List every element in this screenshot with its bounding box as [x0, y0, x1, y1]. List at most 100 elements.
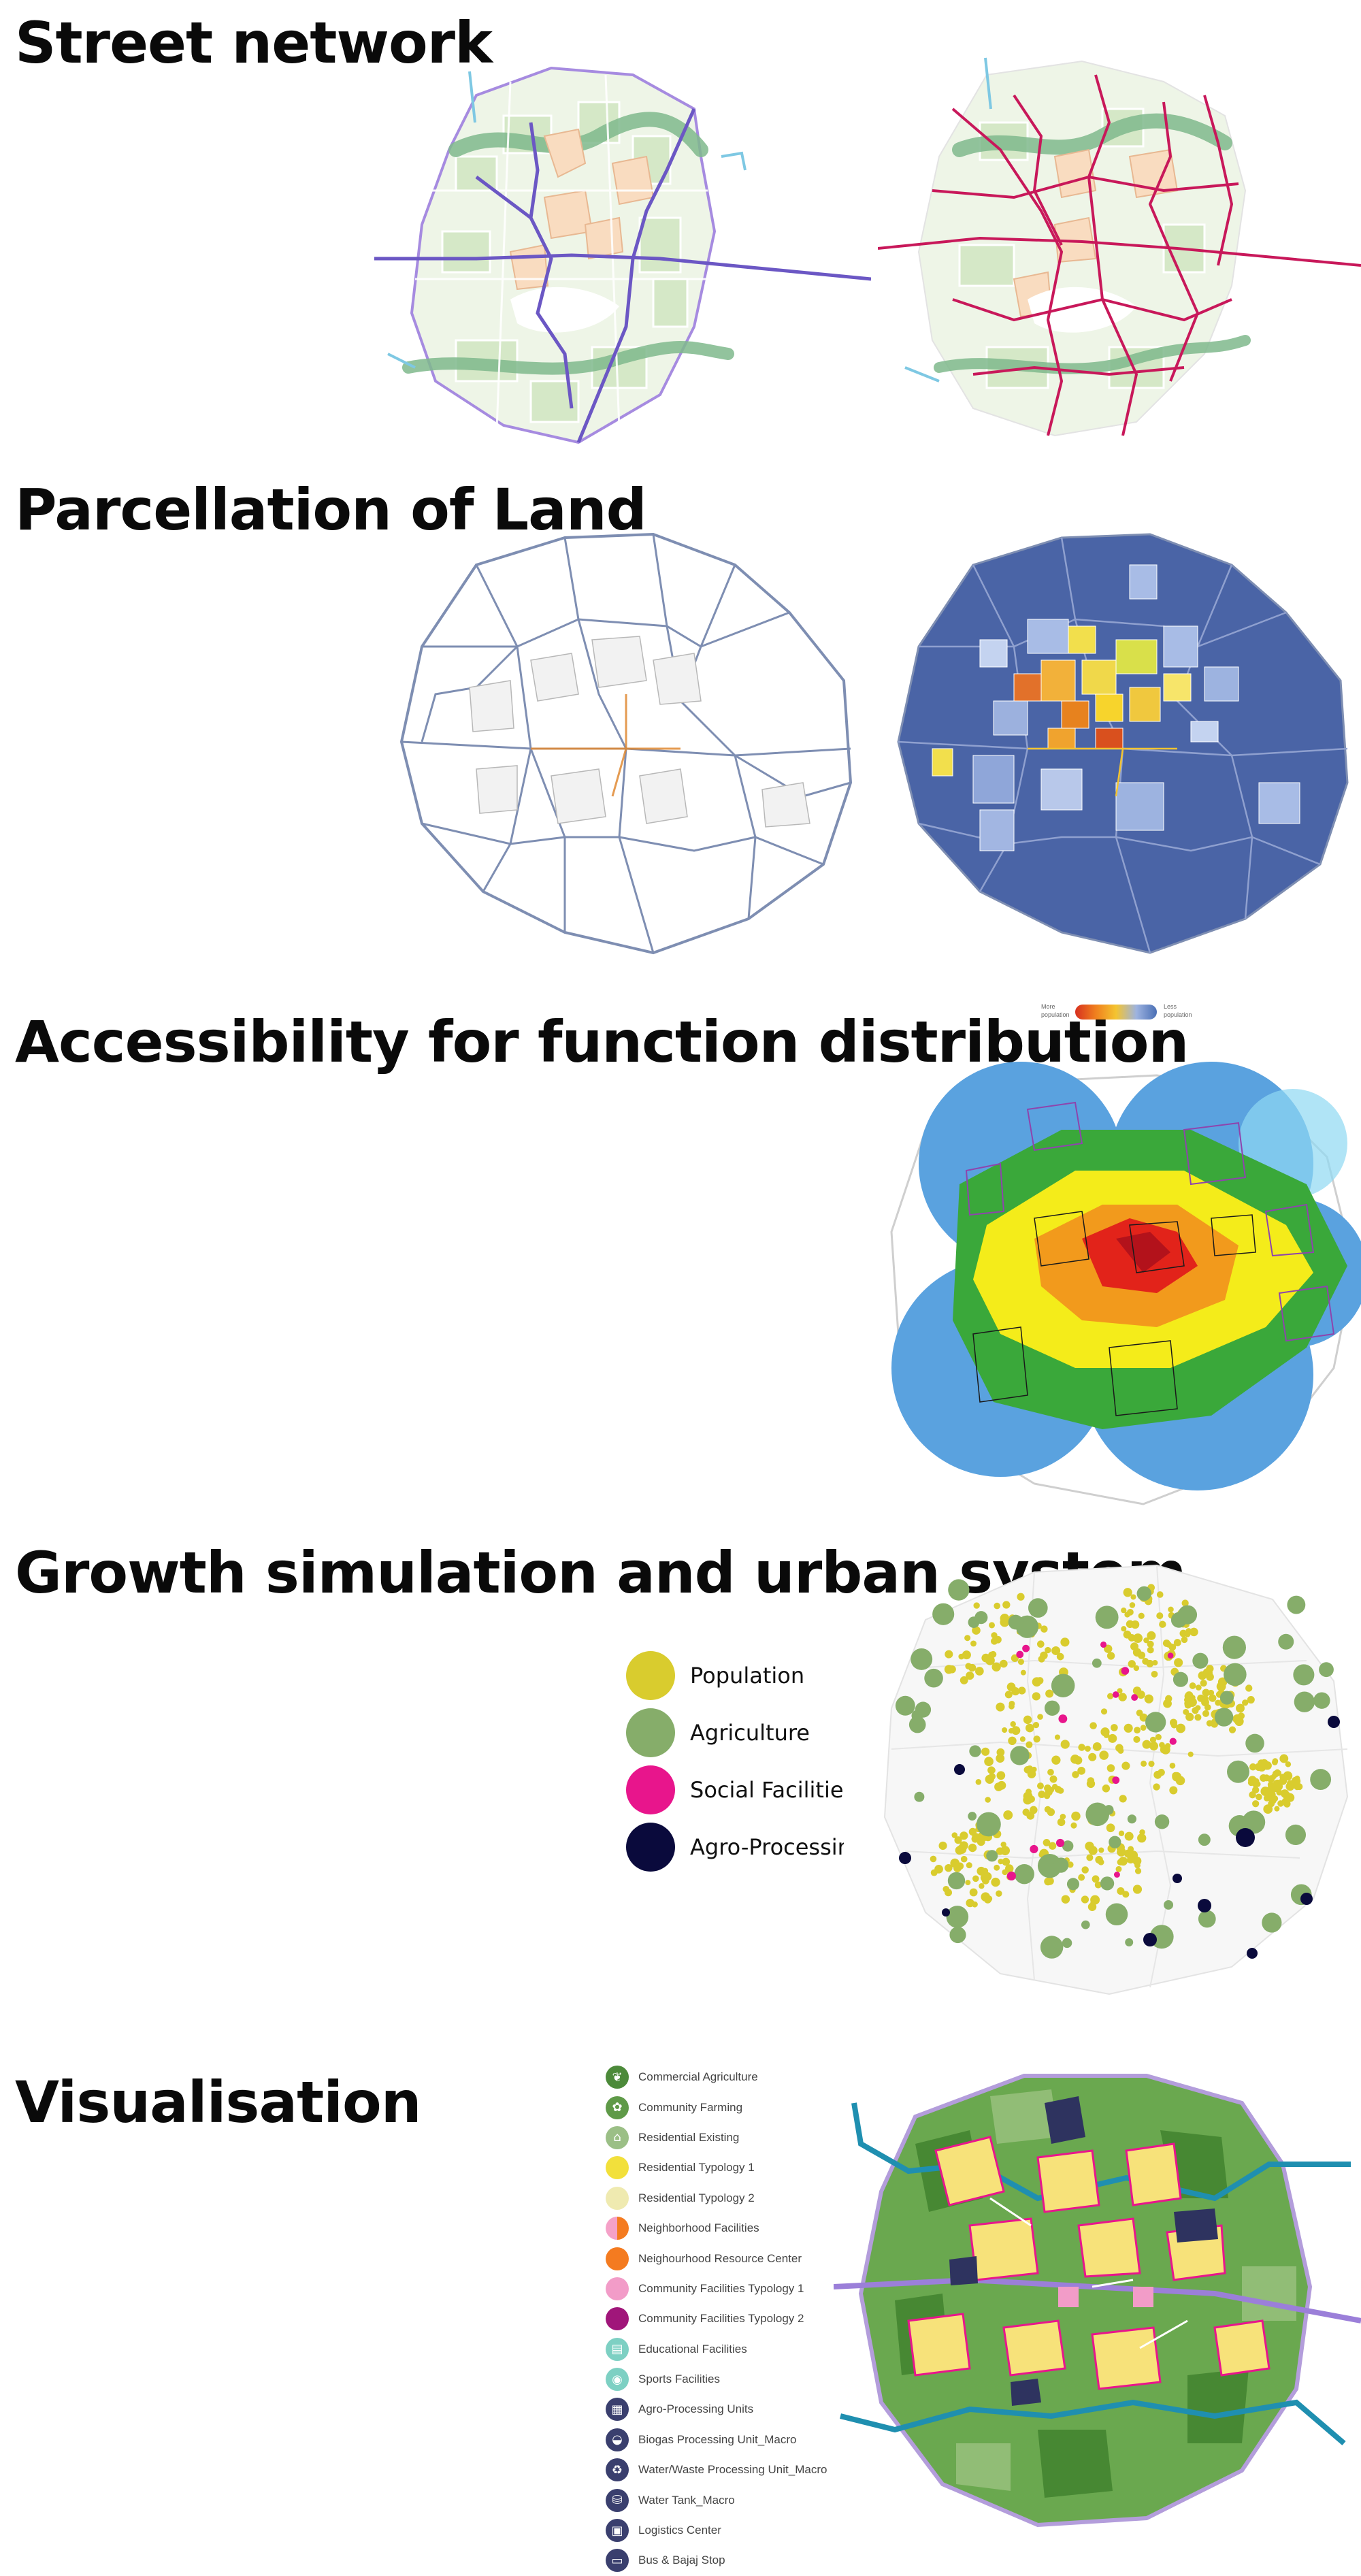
- population-marker: [1147, 1631, 1156, 1640]
- population-marker: [1189, 1682, 1196, 1689]
- population-marker: [1202, 1689, 1210, 1697]
- population-marker: [960, 1831, 968, 1840]
- population-marker: [1276, 1789, 1283, 1796]
- scale-less-label-2: population: [1164, 1011, 1192, 1018]
- population-marker: [1008, 1727, 1015, 1734]
- population-marker: [1209, 1694, 1217, 1702]
- agriculture-marker: [1294, 1691, 1315, 1712]
- social-facility-marker: [1022, 1644, 1030, 1652]
- agriculture-marker: [1145, 1712, 1166, 1733]
- population-marker: [1061, 1895, 1070, 1904]
- population-marker: [945, 1863, 953, 1872]
- population-marker: [1121, 1761, 1130, 1770]
- population-marker: [1169, 1786, 1178, 1795]
- population-marker: [1056, 1652, 1064, 1661]
- population-marker: [966, 1862, 972, 1869]
- population-marker: [930, 1855, 937, 1863]
- population-marker: [1000, 1846, 1010, 1856]
- population-marker: [1124, 1723, 1133, 1733]
- population-marker: [1104, 1644, 1113, 1653]
- population-marker: [1054, 1734, 1060, 1740]
- population-marker: [991, 1632, 998, 1639]
- agriculture-marker: [914, 1791, 925, 1802]
- box-icon: ▣: [606, 2519, 629, 2543]
- agriculture-swatch-icon: [626, 1708, 675, 1757]
- population-marker: [1248, 1776, 1257, 1785]
- population-marker: [1263, 1804, 1273, 1814]
- population-marker: [1149, 1742, 1159, 1751]
- agro-processing-marker: [1236, 1828, 1255, 1847]
- agriculture-marker: [908, 1716, 926, 1733]
- population-marker: [1228, 1726, 1236, 1733]
- population-marker: [1249, 1763, 1257, 1771]
- agriculture-marker: [1040, 1936, 1064, 1959]
- population-marker: [1002, 1727, 1008, 1733]
- legend-item-neighborhood-facilities: Neighborhood Facilities: [606, 2213, 851, 2243]
- social-facility-marker: [1058, 1714, 1068, 1723]
- agriculture-marker: [1222, 1635, 1246, 1659]
- population-marker: [1274, 1806, 1280, 1812]
- population-marker: [1140, 1725, 1147, 1731]
- population-marker: [944, 1665, 954, 1674]
- population-marker: [960, 1855, 968, 1863]
- population-marker: [981, 1747, 990, 1756]
- population-marker: [1133, 1633, 1143, 1643]
- agriculture-marker: [947, 1872, 966, 1890]
- population-marker: [1118, 1830, 1125, 1837]
- population-marker: [1153, 1783, 1160, 1791]
- population-marker: [1133, 1735, 1141, 1743]
- population-marker: [1000, 1659, 1008, 1668]
- population-marker: [1038, 1791, 1046, 1798]
- population-swatch-icon: [626, 1651, 675, 1700]
- population-marker: [965, 1880, 971, 1886]
- agriculture-marker: [974, 1611, 988, 1625]
- population-marker: [1169, 1763, 1176, 1769]
- population-marker: [1002, 1857, 1011, 1866]
- half-circle-icon: [606, 2217, 629, 2240]
- population-marker: [954, 1836, 962, 1844]
- population-marker: [1134, 1727, 1141, 1734]
- population-marker: [1117, 1887, 1125, 1895]
- population-marker: [1037, 1714, 1043, 1720]
- house-icon: ⌂: [606, 2125, 629, 2149]
- population-marker: [1149, 1736, 1157, 1744]
- agriculture-marker: [1136, 1586, 1152, 1601]
- population-marker: [1057, 1818, 1066, 1827]
- population-marker: [1187, 1751, 1194, 1757]
- population-scale: More population Less population: [1041, 1000, 1204, 1025]
- population-marker: [1139, 1829, 1145, 1836]
- population-marker: [1040, 1625, 1048, 1633]
- population-marker: [1002, 1601, 1011, 1609]
- population-marker: [1137, 1833, 1147, 1843]
- parcellation-population-map: [891, 524, 1354, 960]
- population-marker: [956, 1862, 964, 1870]
- legend-label: Biogas Processing Unit_Macro: [638, 2432, 797, 2446]
- population-marker: [1070, 1822, 1077, 1829]
- population-marker: [1089, 1722, 1097, 1729]
- agriculture-marker: [969, 1745, 981, 1757]
- population-marker: [1184, 1631, 1191, 1637]
- legend-label: Community Facilities Typology 2: [638, 2312, 804, 2326]
- population-marker: [1018, 1686, 1026, 1695]
- agriculture-marker: [948, 1579, 970, 1601]
- agriculture-marker: [1066, 1878, 1079, 1891]
- population-marker: [1168, 1606, 1174, 1613]
- social-facility-marker: [1167, 1652, 1174, 1659]
- population-marker: [1087, 1777, 1095, 1784]
- agriculture-marker: [1081, 1920, 1090, 1929]
- population-marker: [1118, 1693, 1127, 1701]
- legend-label: Community Facilities Typology 1: [638, 2281, 804, 2295]
- recycle-icon: ♻: [606, 2458, 629, 2482]
- agriculture-marker: [1214, 1708, 1234, 1727]
- population-marker: [1147, 1646, 1154, 1654]
- legend-item-residential-typology-1: Residential Typology 1: [606, 2153, 851, 2183]
- population-marker: [1263, 1774, 1270, 1782]
- population-marker: [1087, 1902, 1097, 1912]
- population-marker: [1045, 1689, 1054, 1698]
- population-marker: [994, 1864, 1000, 1871]
- population-marker: [1123, 1588, 1132, 1597]
- agriculture-marker: [1164, 1900, 1174, 1910]
- parcellation-outline-map: [395, 524, 857, 960]
- population-marker: [1029, 1806, 1038, 1814]
- population-marker: [1092, 1875, 1100, 1883]
